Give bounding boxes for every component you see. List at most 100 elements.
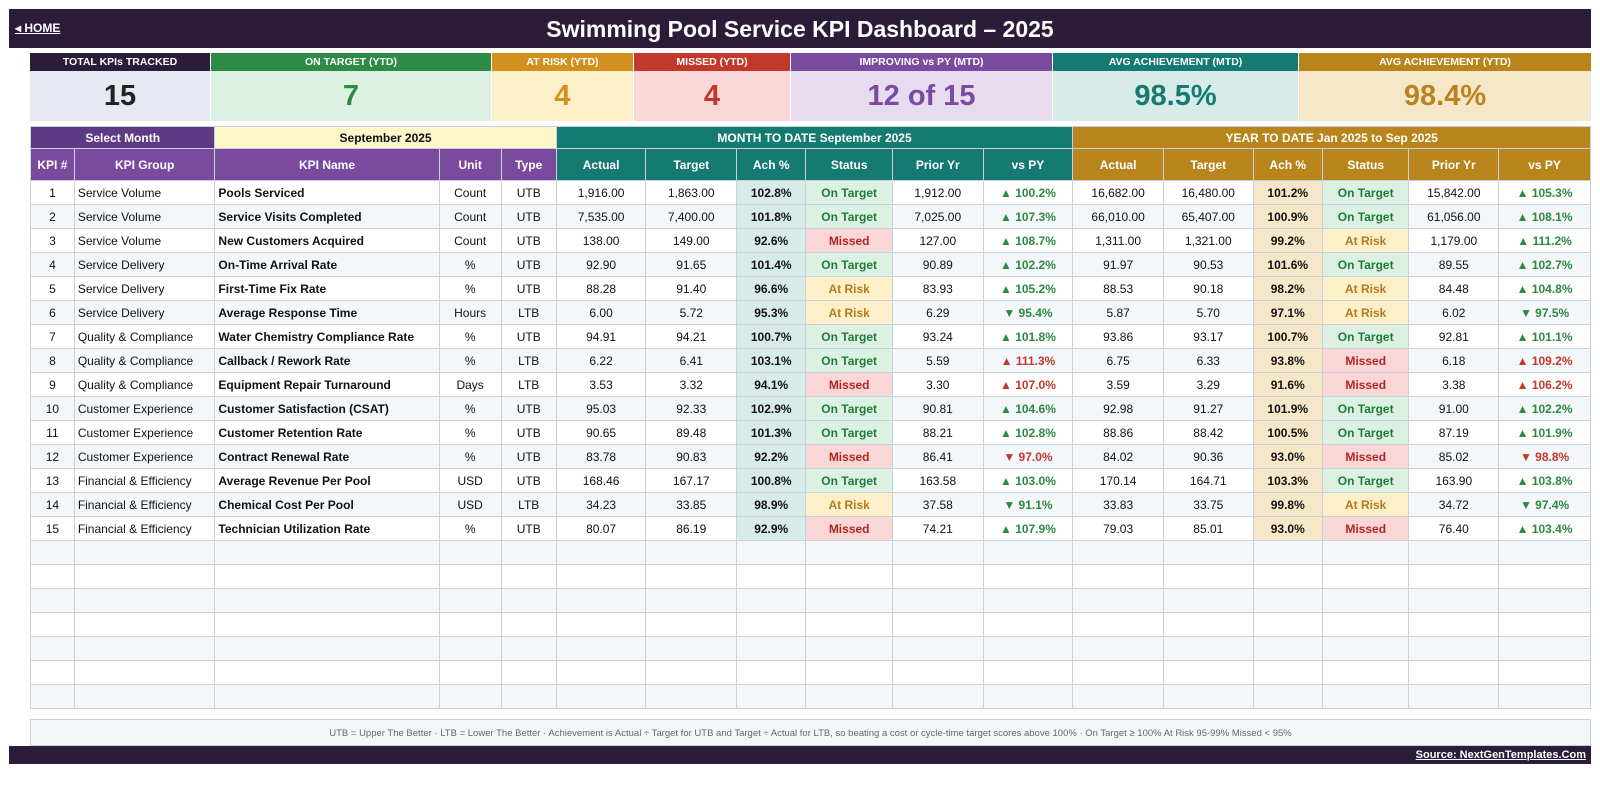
empty-cell <box>1408 588 1500 613</box>
col-header-num: KPI # <box>30 148 75 181</box>
col-header-ytd-ach: Ach % <box>1252 148 1323 181</box>
mtd-actual: 88.28 <box>555 276 647 301</box>
kpi-unit: % <box>438 396 502 421</box>
kpi-number: 10 <box>30 396 75 421</box>
col-header-ytd-target: Target <box>1162 148 1254 181</box>
table-row: 6 Service Delivery Average Response Time Ho… <box>30 300 1591 325</box>
ytd-target: 91.27 <box>1162 396 1254 421</box>
kpi-type: LTB <box>500 492 557 517</box>
mtd-ach: 94.1% <box>736 372 807 397</box>
empty-cell <box>1072 636 1164 661</box>
empty-row <box>30 588 1591 613</box>
empty-cell <box>1252 660 1323 685</box>
ytd-target: 88.42 <box>1162 420 1254 445</box>
mtd-actual: 92.90 <box>555 252 647 277</box>
kpi-type: UTB <box>500 468 557 493</box>
ytd-vspy: ▲ 106.2% <box>1498 372 1591 397</box>
ytd-ach: 100.9% <box>1252 204 1323 229</box>
ytd-actual: 84.02 <box>1072 444 1164 469</box>
ytd-target: 16,480.00 <box>1162 180 1254 205</box>
mtd-ach: 92.9% <box>736 516 807 541</box>
empty-cell <box>438 636 502 661</box>
ytd-status-badge: Missed <box>1321 372 1410 397</box>
ytd-actual: 93.86 <box>1072 324 1164 349</box>
ytd-actual: 1,311.00 <box>1072 228 1164 253</box>
empty-cell <box>1072 540 1164 565</box>
ytd-target: 85.01 <box>1162 516 1254 541</box>
ytd-vspy: ▲ 101.1% <box>1498 324 1591 349</box>
ytd-target: 3.29 <box>1162 372 1254 397</box>
col-header-ytd-actual: Actual <box>1072 148 1164 181</box>
empty-cell <box>1072 564 1164 589</box>
kpi-group: Financial & Efficiency <box>73 516 216 541</box>
ytd-ach: 101.6% <box>1252 252 1323 277</box>
empty-cell <box>1408 564 1500 589</box>
empty-cell <box>1321 588 1410 613</box>
ytd-status-badge: On Target <box>1321 252 1410 277</box>
table-row: 15 Financial & Efficiency Technician Utili… <box>30 516 1591 541</box>
kpi-number: 4 <box>30 252 75 277</box>
ytd-target: 90.53 <box>1162 252 1254 277</box>
empty-cell <box>805 636 893 661</box>
mtd-target: 94.21 <box>645 324 738 349</box>
legend-note: UTB = Upper The Better · LTB = Lower The… <box>30 719 1591 746</box>
empty-cell <box>1408 540 1500 565</box>
home-link[interactable]: ◂ HOME <box>15 21 61 35</box>
empty-cell <box>1498 588 1591 613</box>
table-row: 2 Service Volume Service Visits Completed C… <box>30 204 1591 229</box>
col-header-ytd-vspy: vs PY <box>1498 148 1591 181</box>
empty-cell <box>555 660 647 685</box>
empty-cell <box>982 612 1074 637</box>
empty-cell <box>805 612 893 637</box>
empty-cell <box>555 684 647 709</box>
empty-cell <box>30 588 75 613</box>
empty-cell <box>214 612 440 637</box>
mtd-actual: 6.22 <box>555 348 647 373</box>
empty-cell <box>891 588 984 613</box>
mtd-target: 5.72 <box>645 300 738 325</box>
kpi-number: 12 <box>30 444 75 469</box>
mtd-actual: 7,535.00 <box>555 204 647 229</box>
kpi-name: Callback / Rework Rate <box>214 348 440 373</box>
ytd-prior: 84.48 <box>1408 276 1500 301</box>
empty-cell <box>73 636 216 661</box>
ytd-status-badge: On Target <box>1321 420 1410 445</box>
source-link[interactable]: Source: NextGenTemplates.Com <box>1415 749 1586 761</box>
mtd-prior: 127.00 <box>891 228 984 253</box>
mtd-ach: 92.2% <box>736 444 807 469</box>
ytd-actual: 66,010.00 <box>1072 204 1164 229</box>
kpi-name: Chemical Cost Per Pool <box>214 492 440 517</box>
kpi-name: Contract Renewal Rate <box>214 444 440 469</box>
empty-cell <box>891 564 984 589</box>
ytd-ach: 93.0% <box>1252 444 1323 469</box>
ytd-prior: 6.02 <box>1408 300 1500 325</box>
empty-cell <box>805 564 893 589</box>
kpi-number: 5 <box>30 276 75 301</box>
mtd-status-badge: Missed <box>805 444 893 469</box>
mtd-prior: 90.81 <box>891 396 984 421</box>
empty-cell <box>214 684 440 709</box>
kpi-group: Service Volume <box>73 204 216 229</box>
ytd-actual: 88.86 <box>1072 420 1164 445</box>
table-row: 1 Service Volume Pools Serviced Count UTB 1,9… <box>30 180 1591 205</box>
col-header-ytd-status: Status <box>1321 148 1410 181</box>
empty-cell <box>1321 612 1410 637</box>
empty-cell <box>1498 684 1591 709</box>
card-at-risk: AT RISK (YTD) 4 <box>492 53 634 121</box>
kpi-unit: Count <box>438 228 502 253</box>
empty-row <box>30 612 1591 637</box>
empty-cell <box>73 540 216 565</box>
mtd-actual: 95.03 <box>555 396 647 421</box>
ytd-status-badge: On Target <box>1321 396 1410 421</box>
empty-cell <box>30 564 75 589</box>
col-header-mtd-target: Target <box>645 148 738 181</box>
mtd-vspy: ▲ 108.7% <box>982 228 1074 253</box>
mtd-status-badge: At Risk <box>805 276 893 301</box>
empty-cell <box>1072 588 1164 613</box>
card-value: 4 <box>634 71 790 121</box>
month-selector[interactable]: September 2025 <box>214 126 557 149</box>
mtd-vspy: ▼ 97.0% <box>982 444 1074 469</box>
empty-cell <box>1252 564 1323 589</box>
empty-cell <box>982 636 1074 661</box>
card-value: 12 of 15 <box>791 71 1052 121</box>
